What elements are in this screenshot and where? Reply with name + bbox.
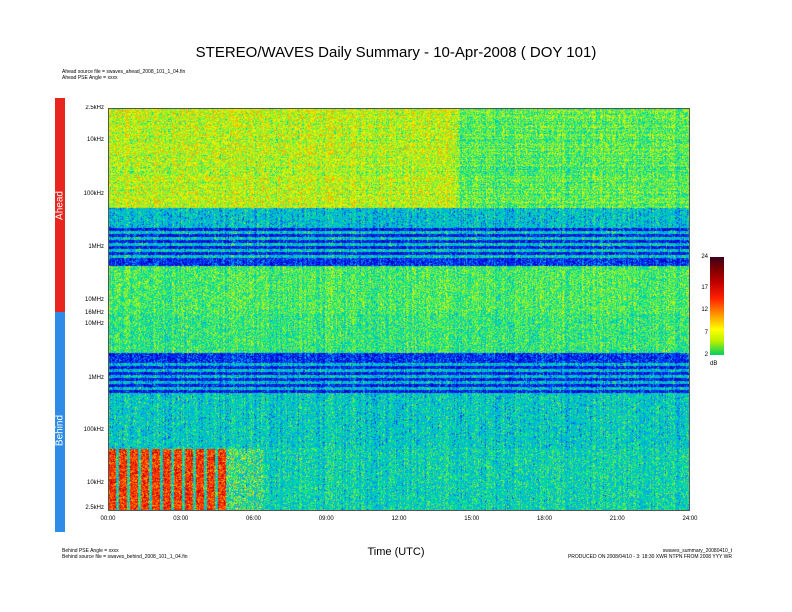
colorbar-tick: 17 bbox=[701, 285, 708, 292]
x-tick-label: 12:00 bbox=[391, 516, 407, 522]
ahead-y-tick: 100kHz bbox=[83, 191, 104, 197]
behind-band-bar bbox=[55, 312, 65, 532]
x-tick-label: 15:00 bbox=[464, 516, 480, 522]
x-axis-label: Time (UTC) bbox=[367, 546, 425, 558]
ahead-y-tick: 10kHz bbox=[86, 137, 104, 143]
colorbar-tick: 24 bbox=[701, 254, 708, 260]
behind-y-tick: 2.5kHz bbox=[85, 505, 104, 511]
behind-source-file: Behind source file = swaves_behind_2008_… bbox=[62, 554, 188, 560]
x-tick-label: 00:00 bbox=[100, 516, 116, 522]
behind-y-tick: 10MHz bbox=[84, 321, 104, 327]
production-stamp: PRODUCED ON 2008/04/10 - 3: 18:30 XWR NT… bbox=[567, 554, 732, 560]
colorbar-tick: 12 bbox=[701, 307, 708, 314]
ahead-y-tick: 2.5kHz bbox=[85, 105, 104, 111]
x-tick-label: 06:00 bbox=[245, 516, 261, 522]
colorbar-tick: 2 bbox=[704, 352, 708, 358]
behind-pse-angle: Behind PSE Angle = xxxx bbox=[62, 548, 119, 554]
colorbar-unit: dB bbox=[710, 361, 718, 367]
behind-y-tick: 1MHz bbox=[88, 375, 104, 381]
x-tick-label: 09:00 bbox=[318, 516, 334, 522]
summary-file-name: swaves_summary_20080410_t bbox=[662, 548, 732, 554]
behind-y-tick: 10kHz bbox=[86, 480, 104, 486]
ahead-metadata: Ahead source file = swaves_ahead_2008_10… bbox=[62, 69, 185, 81]
x-tick-label: 03:00 bbox=[173, 516, 189, 522]
colorbar bbox=[710, 257, 724, 355]
x-tick-label: 18:00 bbox=[536, 516, 552, 522]
x-tick-label: 21:00 bbox=[609, 516, 625, 522]
production-metadata: swaves_summary_20080410_t PRODUCED ON 20… bbox=[568, 548, 732, 560]
ahead-pse-angle: Ahead PSE Angle = xxxx bbox=[62, 75, 118, 81]
ahead-y-tick: 10MHz bbox=[84, 297, 104, 303]
ahead-source-file: Ahead source file = swaves_ahead_2008_10… bbox=[62, 69, 186, 75]
behind-y-tick: 100kHz bbox=[83, 427, 104, 433]
spectrogram-plot bbox=[108, 108, 690, 511]
x-tick-label: 24:00 bbox=[682, 516, 698, 522]
colorbar-tick: 7 bbox=[704, 329, 708, 336]
ahead-y-tick: 16MHz bbox=[84, 310, 104, 316]
chart-title: STEREO/WAVES Daily Summary - 10-Apr-2008… bbox=[195, 44, 597, 61]
ahead-band-bar bbox=[55, 98, 65, 312]
ahead-y-tick: 1MHz bbox=[88, 244, 104, 250]
ahead-band-label: Ahead bbox=[54, 191, 66, 220]
behind-metadata: Behind PSE Angle = xxxx Behind source fi… bbox=[62, 548, 188, 560]
